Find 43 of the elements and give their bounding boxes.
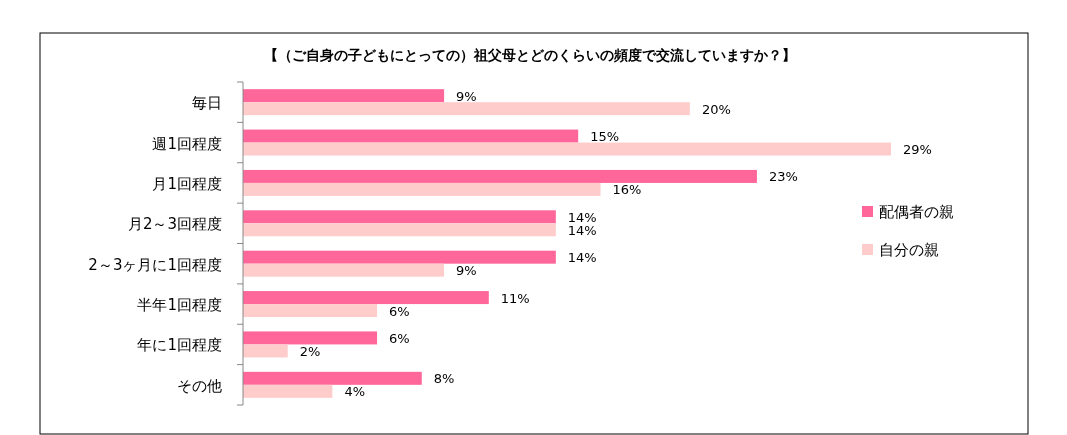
data-label: 6% xyxy=(389,330,410,346)
y-tick-label: 週1回程度 xyxy=(152,134,222,153)
data-label: 6% xyxy=(389,303,410,319)
data-label: 4% xyxy=(344,384,365,400)
data-label: 14% xyxy=(567,250,597,266)
bar xyxy=(243,223,556,237)
data-label: 20% xyxy=(701,101,731,117)
bar xyxy=(243,250,556,264)
bar xyxy=(243,371,422,385)
bar xyxy=(243,384,333,398)
bar xyxy=(243,182,601,196)
data-label: 14% xyxy=(567,209,597,225)
chart-title: 【（ご自身の子どもにとっての）祖父母とどのくらいの頻度で交流していますか？】 xyxy=(264,47,796,63)
data-label: 9% xyxy=(456,263,477,279)
bar xyxy=(243,102,690,116)
bar xyxy=(243,89,445,103)
data-label: 2% xyxy=(299,343,321,359)
y-tick-label: 月2～3回程度 xyxy=(127,215,222,234)
data-label: 9% xyxy=(456,88,477,104)
data-label: 15% xyxy=(590,129,620,145)
y-tick-label: その他 xyxy=(177,376,222,395)
y-tick-label: 毎日 xyxy=(192,94,222,113)
bar xyxy=(243,263,445,277)
legend-label: 自分の親 xyxy=(879,241,939,259)
bar xyxy=(243,331,378,345)
data-label: 29% xyxy=(903,142,932,158)
bar xyxy=(243,142,891,156)
data-label: 8% xyxy=(433,371,455,387)
bar xyxy=(243,129,579,143)
data-label: 14% xyxy=(567,222,597,238)
legend-label: 配偶者の親 xyxy=(879,203,954,221)
bar xyxy=(243,291,489,305)
bar xyxy=(243,169,757,183)
y-tick-label: 月1回程度 xyxy=(152,174,222,193)
data-label: 11% xyxy=(500,290,530,306)
y-tick-label: 年に1回程度 xyxy=(137,336,222,355)
bar xyxy=(243,210,556,224)
y-tick-label: 2～3ヶ月に1回程度 xyxy=(88,255,222,274)
bar xyxy=(243,304,378,318)
data-label: 23% xyxy=(768,169,798,185)
bar xyxy=(243,344,288,358)
data-label: 16% xyxy=(612,182,642,198)
y-tick-label: 半年1回程度 xyxy=(137,296,222,315)
